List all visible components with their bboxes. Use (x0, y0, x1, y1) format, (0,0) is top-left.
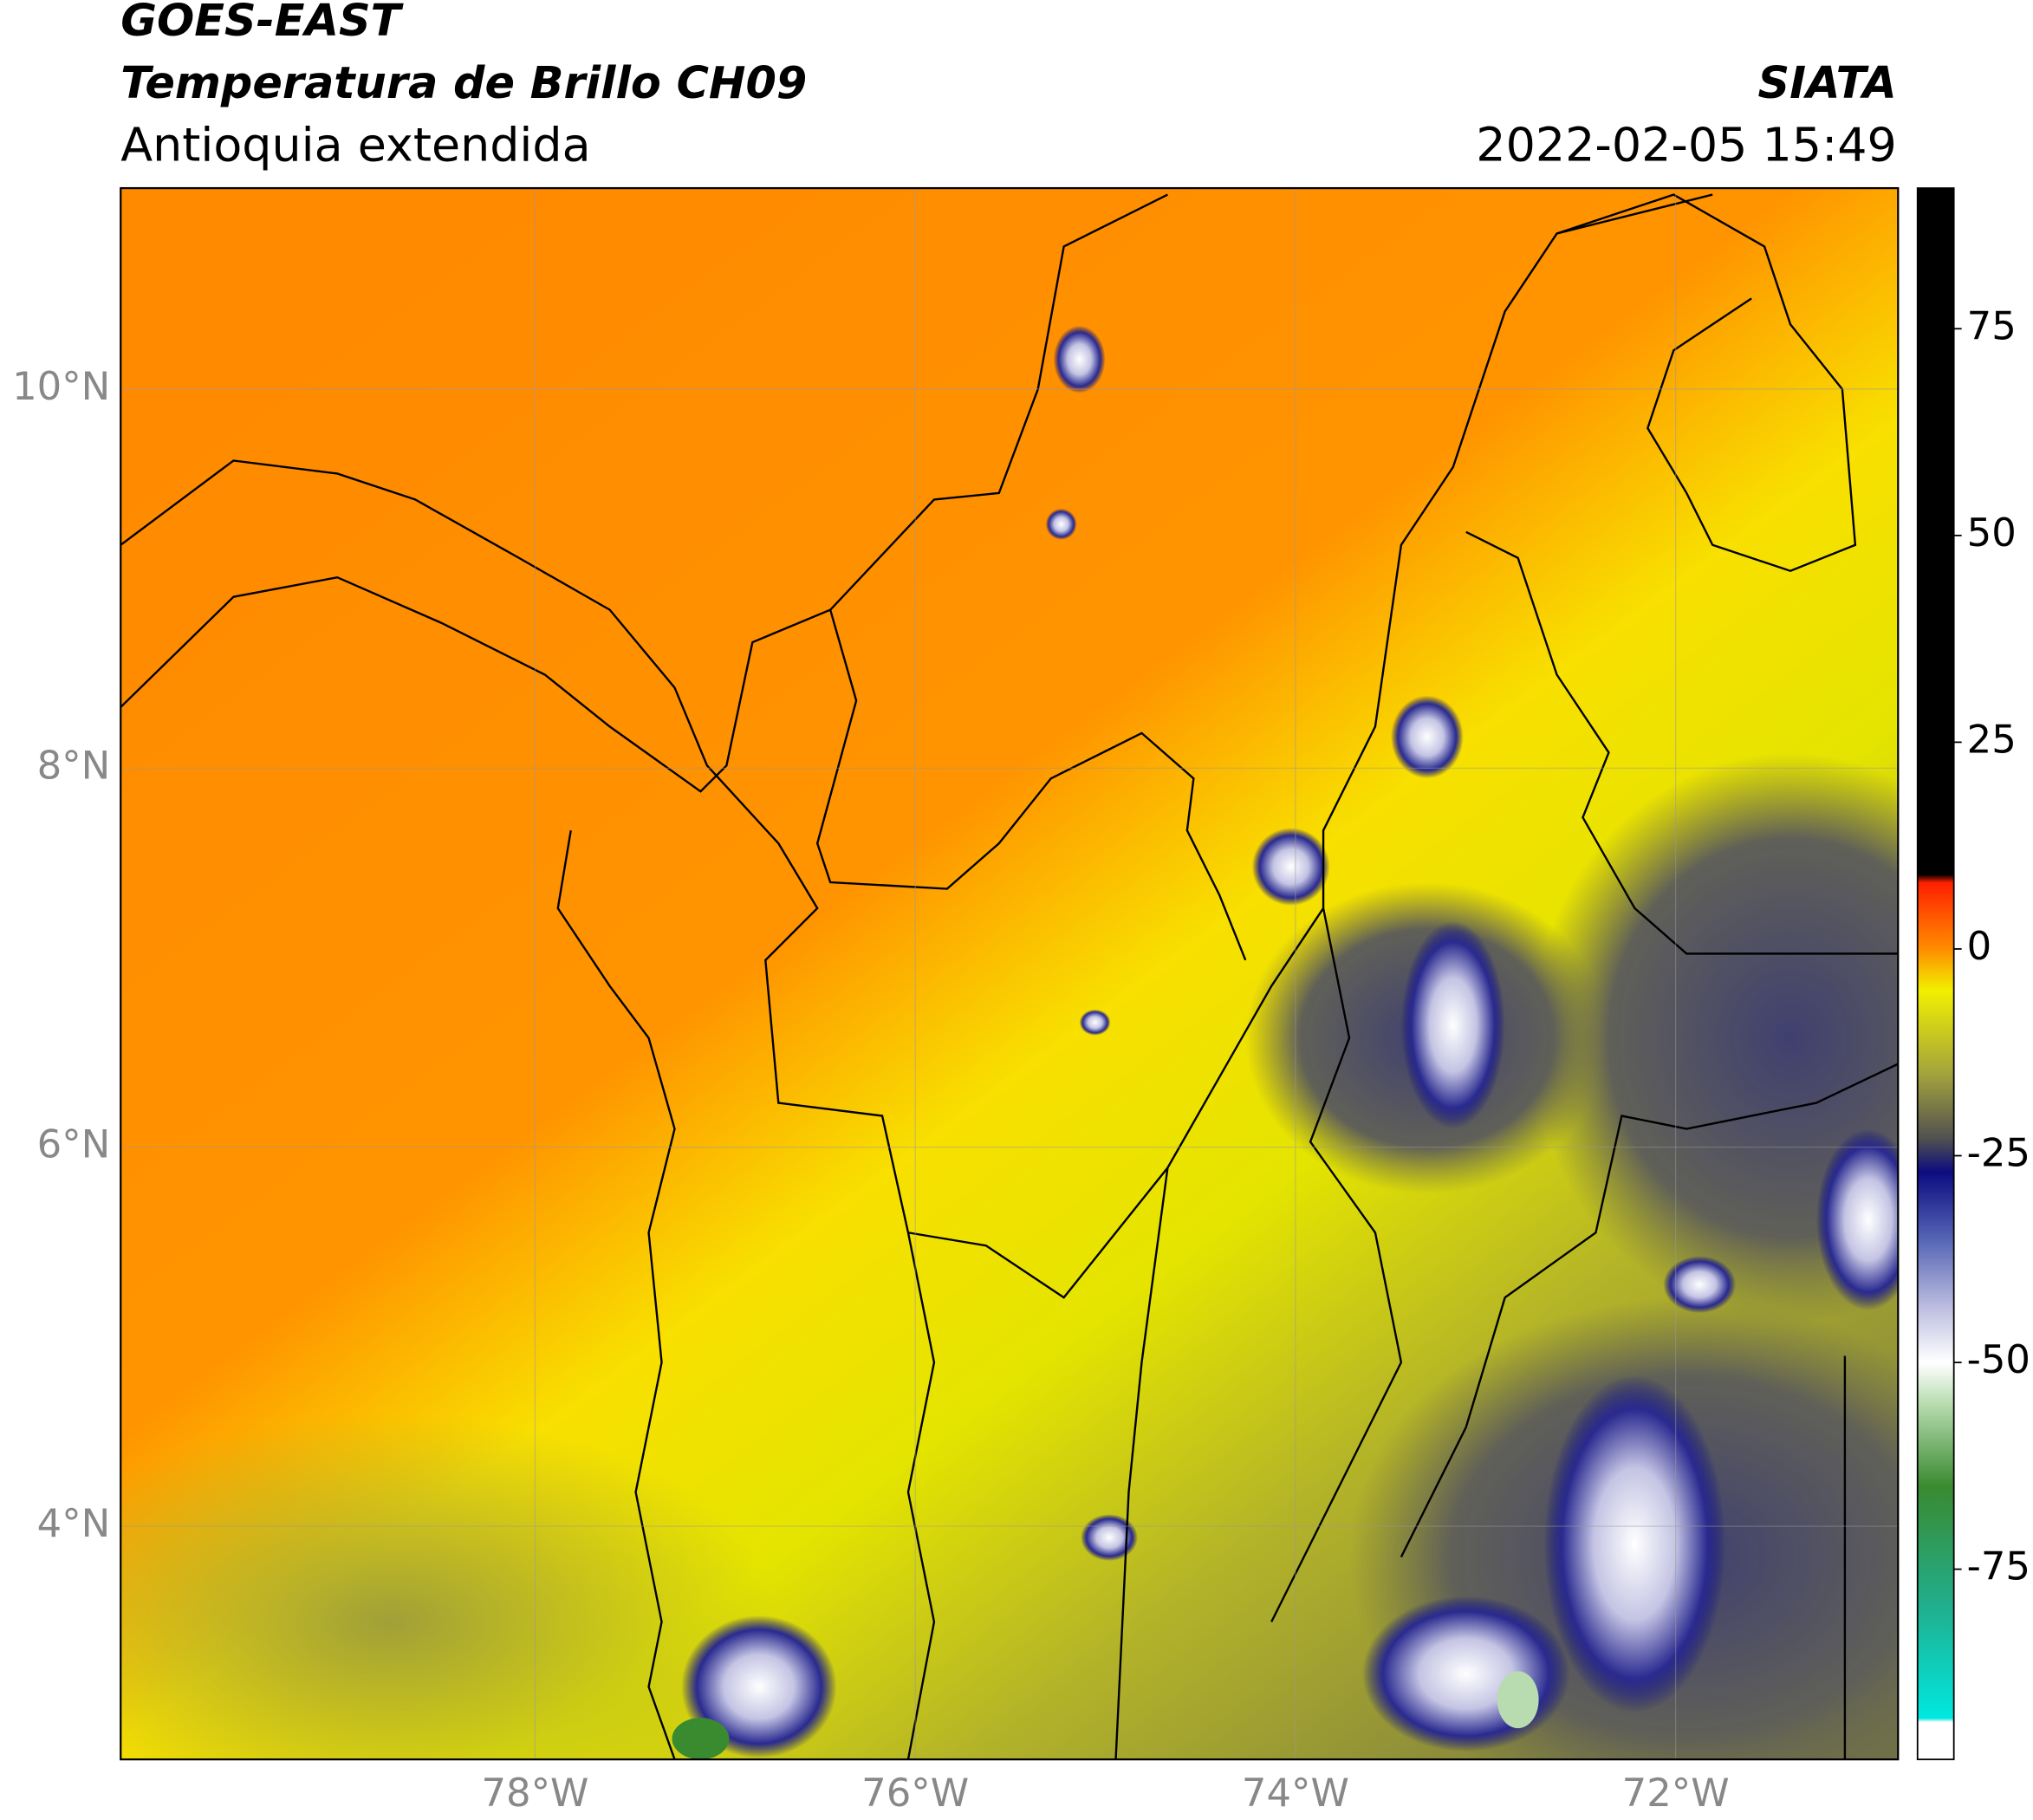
x-tick-label: 76°W (861, 1770, 969, 1816)
borders (120, 193, 1899, 1760)
source: SIATA (1758, 58, 1897, 109)
region: Antioquia extendida (120, 117, 590, 172)
subtitle: Temperatura de Brillo CH09 (120, 58, 807, 109)
colorbar-tick-label: -50 (1967, 1336, 2030, 1382)
colorbar-tick-label: 75 (1967, 302, 2017, 348)
colorbar-tick-label: -25 (1967, 1130, 2030, 1176)
datetime: 2022-02-05 15:49 (1476, 117, 1896, 172)
y-tick-label: 4°N (37, 1500, 111, 1546)
y-tick-label: 6°N (37, 1121, 111, 1167)
colorbar-tick-label: 0 (1967, 923, 1992, 969)
map-frame (120, 186, 1900, 1761)
x-tick-label: 78°W (481, 1770, 588, 1816)
y-tick-label: 10°N (12, 363, 110, 409)
colorbar-tick-label: 25 (1967, 716, 2017, 762)
satellite-image (120, 188, 1899, 1760)
x-tick-label: 74°W (1242, 1770, 1349, 1816)
y-tick-label: 8°N (37, 742, 111, 788)
colorbar-tick-label: -75 (1967, 1544, 2030, 1589)
title: GOES-EAST (120, 0, 404, 47)
colorbar (1916, 187, 1955, 1760)
x-tick-label: 72°W (1622, 1770, 1730, 1816)
colorbar-tick-label: 50 (1967, 510, 2017, 556)
